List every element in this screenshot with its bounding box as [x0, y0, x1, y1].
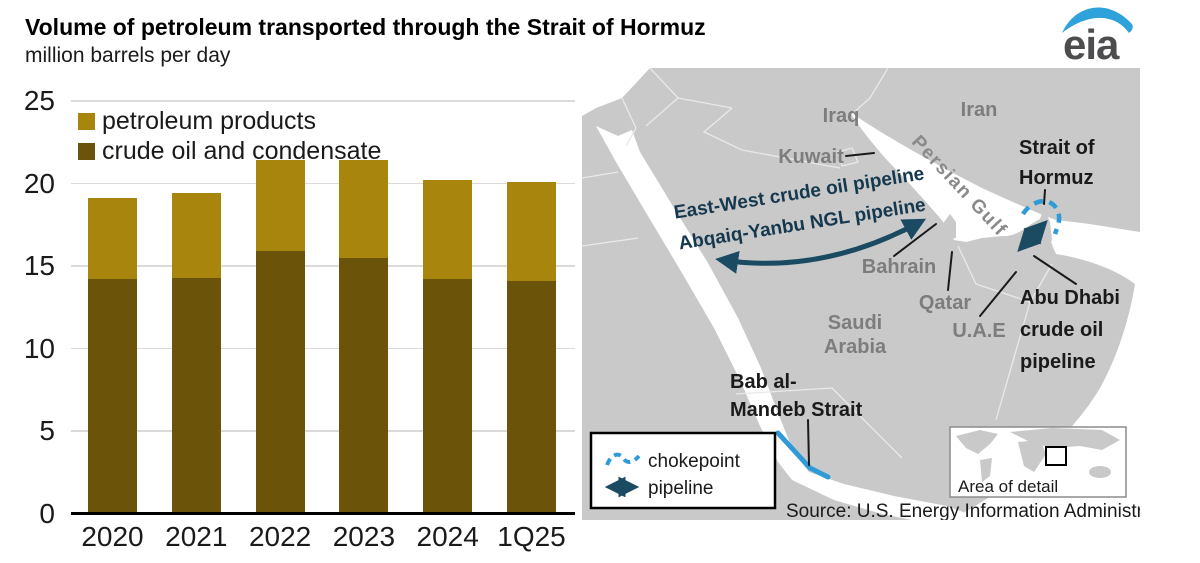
mediterranean-sea: [582, 68, 650, 116]
x-tick-label: 2021: [165, 521, 228, 552]
inset-world-map: [956, 428, 1120, 482]
bar-segment: [88, 279, 137, 514]
eia-logo-text: eia: [1063, 21, 1120, 64]
source-text: Source: U.S. Energy Information Administ…: [786, 501, 1140, 520]
bar-segment: [255, 251, 305, 514]
gridline-15: [71, 265, 575, 267]
label-abu-dhabi-pipeline-line3: pipeline: [1020, 351, 1096, 373]
callout-lines: [807, 152, 1077, 466]
legend-label: petroleum products: [102, 106, 317, 135]
x-tick-label: 2024: [416, 521, 479, 552]
map-wrap: Iraq Iran Kuwait Bahrain Qatar U.A.E Sau…: [581, 67, 1184, 522]
bar-segment: [171, 193, 221, 278]
bar-segment: [339, 160, 389, 258]
legend-label: crude oil and condensate: [102, 136, 382, 165]
chart-legend: petroleum products crude oil and condensa…: [78, 106, 381, 166]
label-strait-of-hormuz-line1: Strait of: [1019, 137, 1095, 159]
bar-segment: [339, 257, 389, 514]
legend-swatch: [78, 142, 95, 160]
label-saudi-line2: Arabia: [824, 336, 887, 358]
page-title: Volume of petroleum transported through …: [25, 14, 706, 40]
x-tick-label: 2020: [81, 521, 144, 552]
label-iraq: Iraq: [823, 105, 860, 127]
bar-segment: [507, 181, 556, 281]
gridline-25: [71, 100, 575, 102]
eia-logo-swoosh: [1062, 7, 1133, 33]
area-of-detail-inset: Area of detail: [949, 426, 1127, 498]
chart-legend-row: crude oil and condensate: [78, 136, 381, 166]
middle-east-map: Iraq Iran Kuwait Bahrain Qatar U.A.E Sau…: [581, 67, 1184, 522]
y-tick-label: 5: [39, 415, 55, 446]
x-axis-line: [71, 512, 575, 515]
bar-segment: [171, 277, 221, 514]
gridline-10: [71, 347, 575, 350]
bar-segment: [255, 160, 305, 252]
label-strait-of-hormuz-line2: Hormuz: [1019, 167, 1093, 189]
east-west-pipeline-arrow: [715, 218, 927, 274]
y-tick-label: 10: [23, 332, 55, 364]
label-uae: U.A.E: [952, 320, 1005, 342]
inset-label: Area of detail: [958, 477, 1058, 496]
inset-detail-rect: [1045, 446, 1067, 466]
map-legend-pipeline-label: pipeline: [648, 478, 714, 499]
gridline-5: [71, 430, 575, 432]
eia-logo: eia: [1062, 7, 1133, 64]
label-bab-al-mandeb-line2: Mandeb Strait: [730, 399, 863, 421]
y-tick-label: 15: [23, 250, 55, 281]
qatar-peninsula: [942, 214, 956, 240]
legend-swatch: [78, 112, 95, 130]
strait-of-hormuz-chokepoint-line: [1021, 198, 1062, 235]
map-legend: chokepoint pipeline: [589, 431, 777, 510]
red-sea-gulf-of-aden: [596, 126, 984, 520]
chart-units-subtitle: million barrels per day: [25, 44, 231, 67]
label-kuwait: Kuwait: [778, 146, 844, 168]
bar-segment: [423, 279, 473, 514]
country-borders: [581, 67, 1053, 459]
label-qatar: Qatar: [919, 292, 971, 314]
chart-legend-row: petroleum products: [78, 106, 381, 136]
bahrain-island: [929, 215, 935, 225]
map-legend-chokepoint-label: chokepoint: [648, 451, 741, 472]
y-tick-label: 25: [23, 85, 55, 116]
x-tick-label: 1Q25: [497, 521, 566, 552]
label-abu-dhabi-pipeline-line2: crude oil: [1020, 319, 1103, 341]
abu-dhabi-pipeline-arrow: [1017, 220, 1048, 252]
y-tick-label: 20: [23, 167, 55, 199]
label-bab-al-mandeb-line1: Bab al-: [730, 371, 797, 393]
x-tick-label: 2022: [248, 521, 312, 552]
bar-segment: [507, 280, 556, 514]
label-bahrain: Bahrain: [862, 256, 936, 278]
bar-segment: [88, 198, 137, 280]
bar-segment: [423, 180, 473, 280]
label-iran: Iran: [961, 99, 998, 121]
y-tick-label: 0: [39, 497, 55, 529]
x-tick-label: 2023: [332, 521, 396, 552]
label-abu-dhabi-pipeline-line1: Abu Dhabi: [1020, 287, 1120, 309]
bab-al-mandeb-line: [775, 430, 831, 480]
label-saudi-line1: Saudi: [828, 312, 882, 334]
gridline-20: [71, 182, 575, 185]
